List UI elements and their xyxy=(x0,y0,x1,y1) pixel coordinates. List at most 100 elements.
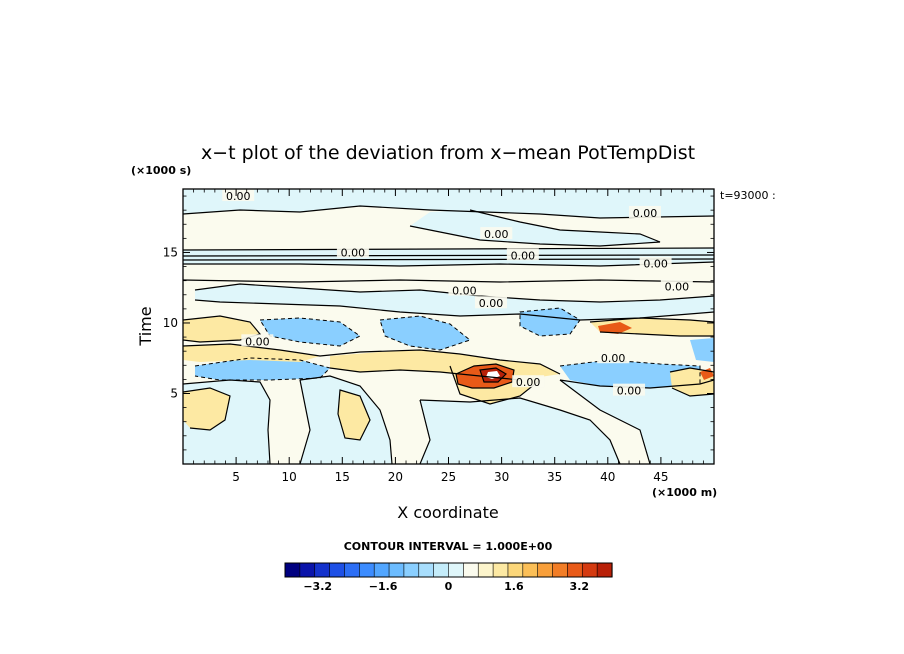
contour-label-bg xyxy=(241,334,274,347)
contour-line xyxy=(299,375,393,464)
contour-line xyxy=(599,331,714,337)
colorbar-swatch xyxy=(552,562,569,578)
contour-label: 0.00 xyxy=(511,249,536,262)
colorbar-tick-label: 0 xyxy=(445,580,453,593)
region-blue xyxy=(690,338,714,362)
contour-line xyxy=(419,399,431,464)
x-tick-label: 35 xyxy=(547,470,562,484)
x-unit-label: (×1000 m) xyxy=(652,486,717,499)
colorbar-swatch xyxy=(492,562,509,578)
colorbar-swatch xyxy=(418,562,435,578)
region-yellow xyxy=(183,388,230,430)
x-axis-label: X coordinate xyxy=(397,503,498,522)
colorbar-swatch xyxy=(329,562,346,578)
dashed-contours xyxy=(194,307,701,384)
contour-line-negative xyxy=(559,359,701,384)
x-axis: 5 10 15 20 25 30 35 40 45 xyxy=(193,189,704,484)
colorbar-tick-label: −3.2 xyxy=(303,580,332,593)
contour-line xyxy=(183,205,714,219)
contour-label-bg xyxy=(512,375,545,388)
contour-line xyxy=(671,387,714,397)
contour-line-negative xyxy=(259,317,361,347)
region-yellow xyxy=(183,344,320,362)
colorbar-swatch xyxy=(522,562,539,578)
contour-label: 0.00 xyxy=(479,297,504,310)
contour-line xyxy=(589,317,714,323)
contour-line xyxy=(183,247,714,251)
contour-line xyxy=(183,258,714,261)
x-tick-label: 30 xyxy=(494,470,509,484)
contour-label-bg xyxy=(448,283,481,296)
contour-line xyxy=(183,343,561,375)
colorbar-title: CONTOUR INTERVAL = 1.000E+00 xyxy=(344,540,553,553)
y-axis-label: Time xyxy=(136,306,155,346)
contour-label-bg xyxy=(660,279,693,292)
contour-line xyxy=(559,379,651,464)
contour-label: 0.00 xyxy=(452,285,477,298)
contour-label: 0.00 xyxy=(226,190,251,203)
x-tick-label: 20 xyxy=(388,470,403,484)
colorbar-swatch xyxy=(463,562,479,578)
x-tick-label: 45 xyxy=(653,470,668,484)
colorbar: −3.2 −1.6 0 1.6 3.2 xyxy=(284,562,613,593)
contour-label-bg xyxy=(628,205,661,218)
x-tick-label: 25 xyxy=(441,470,456,484)
region-light-blue xyxy=(183,248,714,266)
contour-line xyxy=(329,367,521,381)
region-light-blue xyxy=(560,376,714,464)
region-blue xyxy=(195,358,330,380)
colorbar-swatch xyxy=(388,562,405,578)
colorbar-swatch xyxy=(299,562,316,578)
contour-label: 0.00 xyxy=(484,228,509,241)
plot-area: 0.000.000.000.000.000.000.000.000.000.00… xyxy=(183,189,714,464)
region-light-blue xyxy=(183,189,714,218)
y-unit-label: (×1000 s) xyxy=(131,164,191,177)
colorbar-swatch xyxy=(567,562,583,578)
contour-line xyxy=(337,389,371,441)
contour-line xyxy=(419,397,621,464)
colorbar-frame xyxy=(284,562,613,578)
contour-label: 0.00 xyxy=(341,246,366,259)
region-yellow xyxy=(338,390,370,440)
contour-line xyxy=(183,279,714,283)
contour-label-bg xyxy=(639,256,672,269)
time-label: t=93000 : xyxy=(720,189,776,202)
contour-line-negative xyxy=(379,315,472,351)
colorbar-swatch xyxy=(284,562,301,578)
contour-line xyxy=(449,365,541,405)
contour-label-bg xyxy=(474,296,507,309)
contour-label-bg xyxy=(597,351,630,364)
region-light-blue xyxy=(420,398,620,464)
region-light-blue xyxy=(410,210,660,246)
x-tick-label: 15 xyxy=(335,470,350,484)
colorbar-swatch xyxy=(596,562,613,578)
chart-title: x−t plot of the deviation from x−mean Po… xyxy=(201,142,695,164)
colorbar-swatch xyxy=(537,562,554,578)
colorbar-tick-label: 1.6 xyxy=(504,580,524,593)
contour-line xyxy=(183,379,271,464)
region-orange xyxy=(598,322,632,334)
colorbar-swatch xyxy=(344,562,360,578)
contour-label: 0.00 xyxy=(643,258,668,271)
contour-label-bg xyxy=(222,189,255,202)
colorbar-swatch xyxy=(581,562,598,578)
contour-label-bg xyxy=(480,227,513,240)
contour-label: 0.00 xyxy=(601,352,626,365)
contour-line xyxy=(183,254,714,257)
contour-line xyxy=(183,315,262,343)
colorbar-swatch xyxy=(314,562,331,578)
contour-line xyxy=(183,261,714,267)
contour-line xyxy=(479,367,507,383)
contour-line xyxy=(409,209,661,247)
colorbar-swatch xyxy=(477,562,494,578)
colorbar-swatch xyxy=(433,562,450,578)
contour-label: 0.00 xyxy=(516,376,541,389)
region-blue xyxy=(560,360,700,388)
y-tick-label: 5 xyxy=(170,386,178,400)
contour-line-negative xyxy=(194,357,331,381)
y-tick-label: 10 xyxy=(163,316,178,330)
contour-label: 0.00 xyxy=(633,207,658,220)
colorbar-tick-label: −1.6 xyxy=(369,580,398,593)
contour-label-bg xyxy=(336,245,369,258)
